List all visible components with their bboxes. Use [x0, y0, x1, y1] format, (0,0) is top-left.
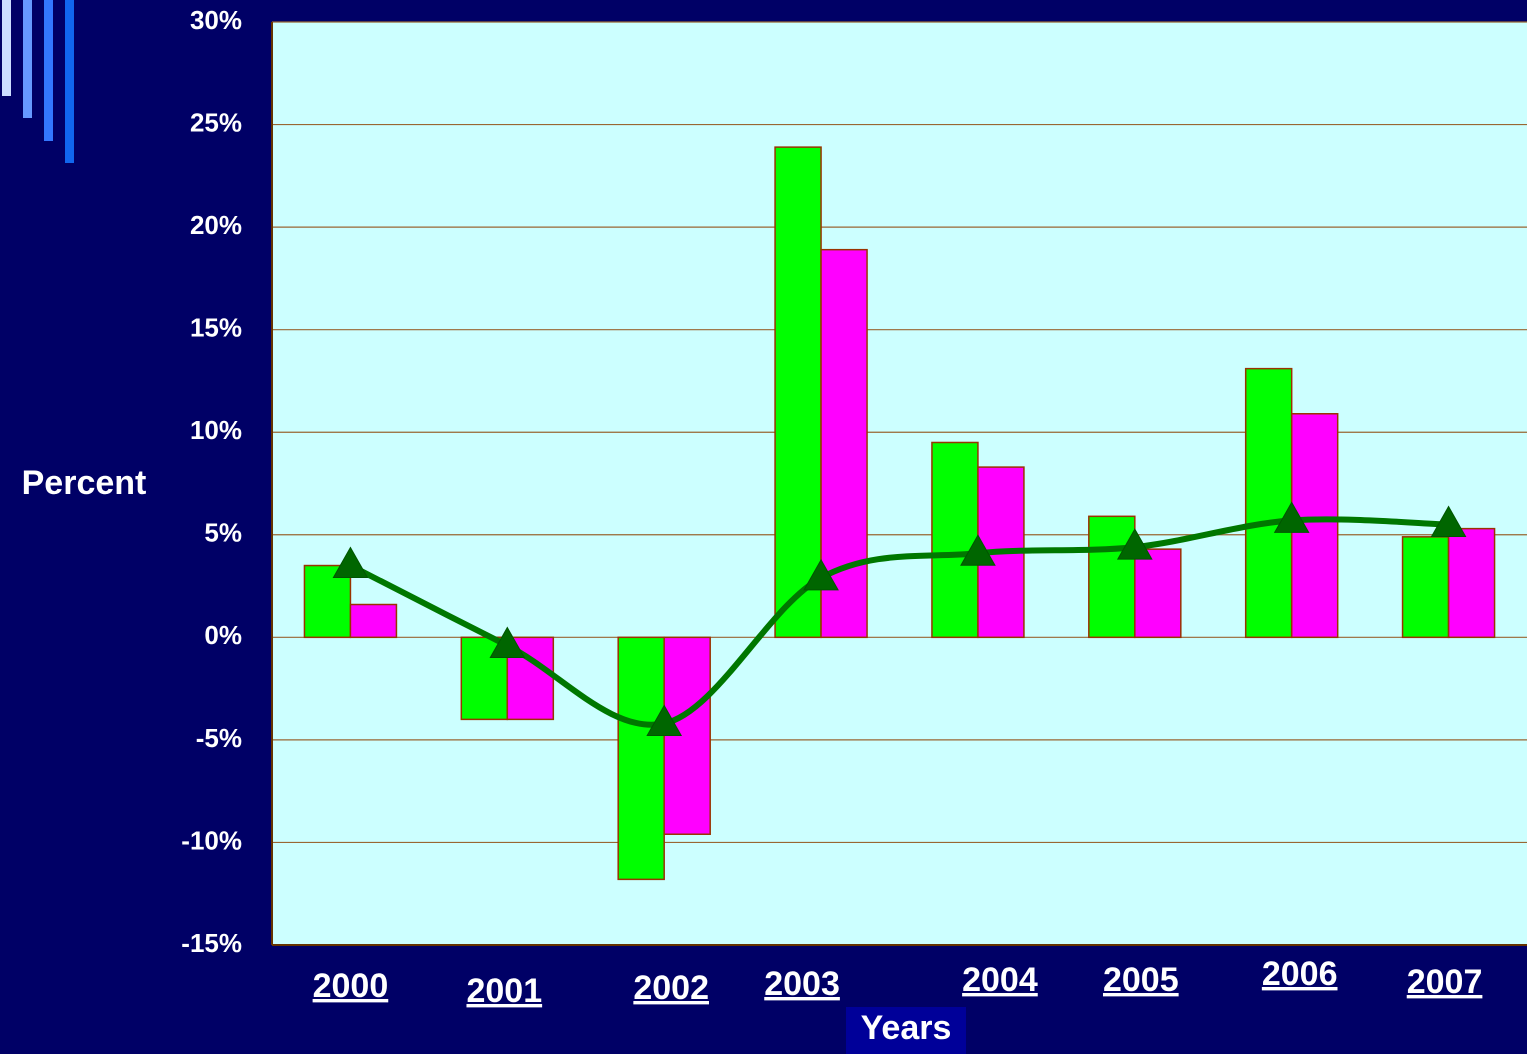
line-marker [960, 534, 996, 566]
bar [1088, 515, 1136, 639]
x-tick-label: 2005 [1103, 961, 1179, 999]
x-tick-label: 2006 [1262, 955, 1338, 993]
decor-stripe [23, 0, 32, 118]
bar [1134, 548, 1182, 639]
bar [1244, 367, 1293, 639]
x-tick-label: 2003 [764, 965, 840, 1003]
y-tick-label: 0% [204, 620, 242, 650]
bar [1401, 536, 1450, 639]
plot-area [272, 22, 1527, 945]
line-marker [332, 546, 369, 579]
line-marker [646, 704, 683, 736]
line-marker [803, 558, 839, 591]
y-tick-label: 30% [190, 5, 242, 35]
bar [617, 636, 665, 881]
x-axis-title: Years [861, 1009, 952, 1047]
bar [931, 441, 979, 639]
bar [349, 603, 398, 639]
decor-stripe [65, 0, 74, 163]
y-tick-label: -5% [196, 723, 242, 753]
y-tick-label: -15% [181, 928, 242, 958]
line-marker [1116, 528, 1153, 560]
y-tick-label: 25% [190, 107, 242, 137]
y-tick-label: 5% [204, 518, 242, 548]
y-axis-title: Percent [22, 464, 147, 502]
x-tick-label: 2002 [633, 969, 709, 1007]
bar [1447, 527, 1496, 639]
bar [774, 146, 822, 639]
line-marker [1430, 505, 1467, 538]
x-title-box [846, 1007, 966, 1054]
y-tick-label: 20% [190, 210, 242, 240]
y-tick-label: 15% [190, 313, 242, 343]
line-marker [489, 626, 526, 659]
y-tick-label: 10% [190, 415, 242, 445]
x-tick-label: 2001 [466, 972, 542, 1010]
x-tick-label: 2007 [1407, 963, 1483, 1001]
y-tick-label: -10% [181, 825, 242, 855]
x-tick-label: 2000 [313, 967, 389, 1005]
x-tick-label: 2004 [962, 961, 1038, 999]
line-marker [1273, 501, 1310, 533]
decor-stripe [44, 0, 53, 141]
decor-stripe [2, 0, 11, 96]
